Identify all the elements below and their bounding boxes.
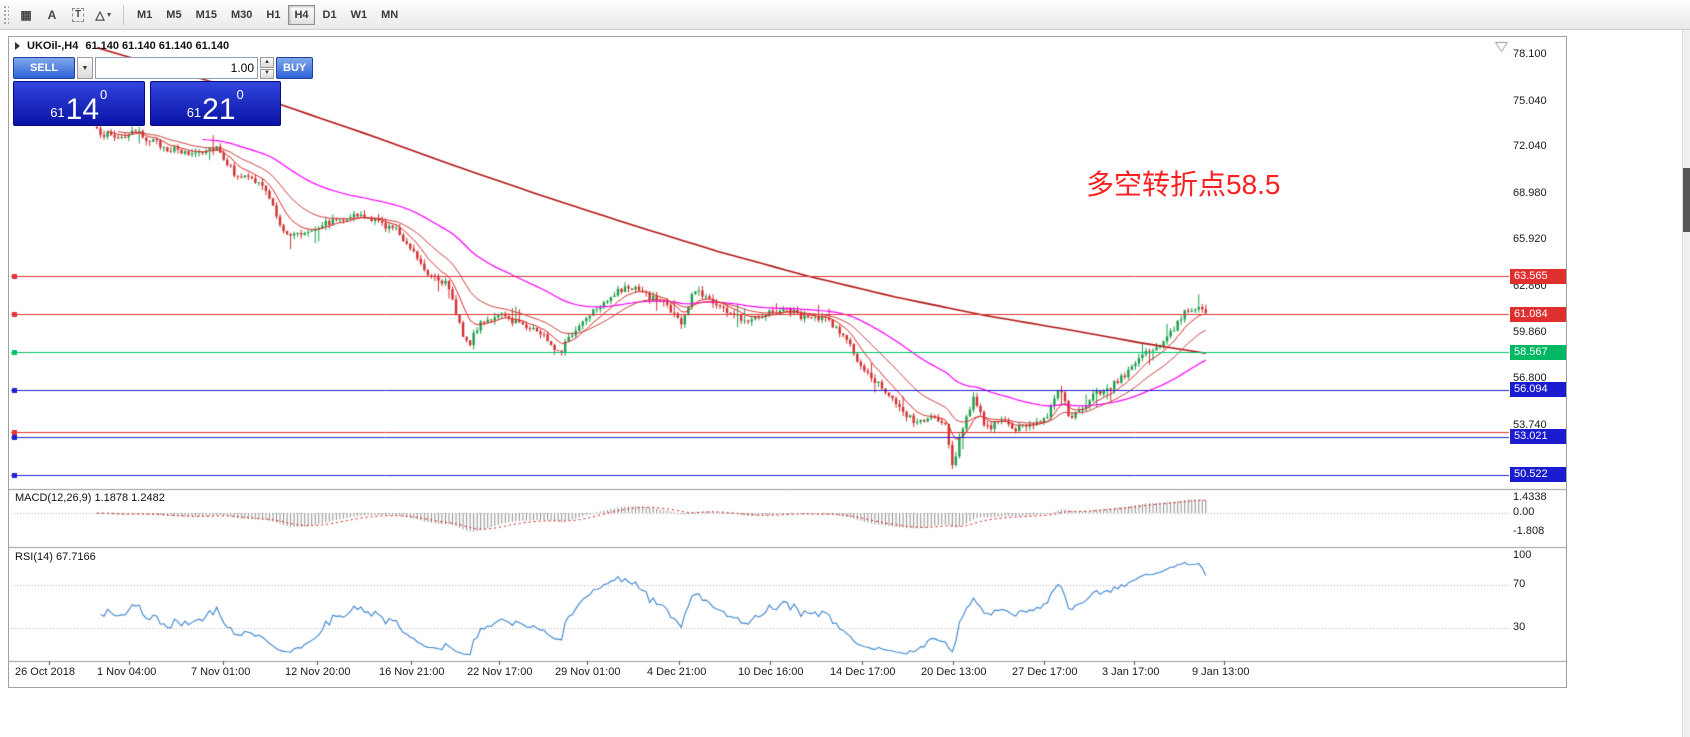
volume-dropdown-button[interactable]: ▼	[77, 57, 93, 79]
toolbar-drag-handle[interactable]	[3, 5, 9, 25]
chart-ohlc-values: 61.140 61.140 61.140 61.140	[85, 40, 230, 52]
timeframe-m1[interactable]: M1	[131, 5, 158, 25]
tick-chart-glyph: ▦	[20, 8, 32, 22]
volume-down-button[interactable]: ▼	[260, 68, 274, 79]
timeframe-w1[interactable]: W1	[345, 5, 374, 25]
macd-indicator-label: MACD(12,26,9) 1.1878 1.2482	[15, 492, 165, 504]
chevron-down-icon: ▼	[105, 11, 113, 19]
shapes-glyph: △	[95, 8, 105, 22]
ask-price-big: 21	[202, 92, 236, 126]
volume-stepper: ▲ ▼	[260, 57, 274, 79]
price-axis[interactable]	[1509, 37, 1566, 661]
cursor-a-icon[interactable]: A	[40, 4, 64, 26]
volume-input[interactable]	[95, 57, 258, 79]
chart-annotation-text[interactable]: 多空转折点58.5	[1086, 169, 1281, 200]
sell-quote-button[interactable]: 61 14 0	[13, 81, 145, 126]
timeframe-m5[interactable]: M5	[160, 5, 187, 25]
shapes-tool-icon[interactable]: △ ▼	[92, 4, 116, 26]
rsi-indicator-label: RSI(14) 67.7166	[15, 551, 96, 563]
timeframe-m15[interactable]: M15	[190, 5, 223, 25]
cursor-a-glyph: A	[47, 8, 57, 22]
timeframe-mn[interactable]: MN	[375, 5, 404, 25]
time-axis[interactable]	[9, 661, 1509, 687]
chart-symbol-label: UKOil-,H4	[27, 40, 79, 52]
sell-button[interactable]: SELL	[13, 57, 75, 79]
toolbar: ▦ A T △ ▼ M1 M5 M15 M30 H1 H4 D1 W1 MN	[0, 0, 1690, 30]
bid-price-big: 14	[65, 92, 100, 126]
chart-window: UKOil-,H4 61.140 61.140 61.140 61.140 SE…	[8, 36, 1567, 688]
timeframe-d1[interactable]: D1	[317, 5, 343, 25]
bid-price-base: 61	[50, 105, 65, 120]
chart-canvas[interactable]	[9, 37, 1566, 687]
buy-button[interactable]: BUY	[276, 57, 314, 79]
text-tool-glyph: T	[71, 8, 85, 22]
one-click-trading-panel: SELL ▼ ▲ ▼ BUY 61 14 0 61 21 0	[13, 57, 314, 126]
timeframe-m30[interactable]: M30	[225, 5, 258, 25]
trade-panel-quote-row: 61 14 0 61 21 0	[13, 81, 281, 126]
chart-header: UKOil-,H4 61.140 61.140 61.140 61.140	[15, 40, 229, 52]
text-tool-icon[interactable]: T	[66, 4, 90, 26]
tick-chart-icon[interactable]: ▦	[14, 4, 38, 26]
bid-price-sup: 0	[100, 87, 108, 102]
ask-price-sup: 0	[236, 87, 244, 102]
chart-symbol-icon	[15, 42, 20, 50]
timeframe-h4[interactable]: H4	[288, 5, 315, 25]
ask-price-base: 61	[186, 105, 202, 120]
buy-quote-button[interactable]: 61 21 0	[149, 81, 281, 126]
trade-panel-top-row: SELL ▼ ▲ ▼ BUY	[13, 57, 314, 79]
scrollbar-thumb[interactable]	[1683, 168, 1690, 232]
toolbar-separator	[123, 5, 124, 25]
vertical-scrollbar[interactable]	[1682, 30, 1690, 737]
timeframe-h1[interactable]: H1	[260, 5, 286, 25]
volume-up-button[interactable]: ▲	[260, 57, 274, 68]
